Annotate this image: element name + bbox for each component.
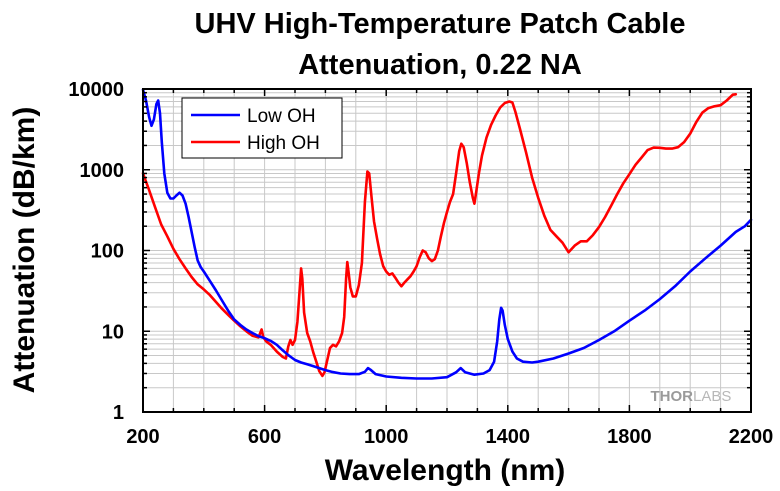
x-tick-label: 600 (248, 426, 281, 448)
series-line-low-oh (141, 88, 753, 380)
legend-label-high-oh: High OH (247, 133, 320, 154)
series-layer (141, 88, 753, 380)
y-tick-label: 1 (113, 402, 124, 424)
x-tick-label: 1000 (364, 426, 409, 448)
legend: Low OH High OH (181, 97, 343, 159)
chart-title-line-2: Attenuation, 0.22 NA (298, 49, 582, 81)
x-axis-title: Wavelength (nm) (325, 454, 566, 487)
x-tick-label: 1400 (486, 426, 531, 448)
legend-box (181, 97, 343, 159)
watermark-labs: LABS (693, 388, 731, 405)
chart-title-line-1: UHV High-Temperature Patch Cable (195, 8, 686, 40)
y-tick-label: 10 (102, 321, 124, 343)
y-axis-title: Attenuation (dB/km) (8, 107, 41, 394)
watermark-thor: THOR (651, 388, 694, 405)
y-tick-label: 10000 (68, 79, 124, 101)
tick-labels: 200 600 1000 1400 1800 2200 1 10 100 1000 10000 (68, 79, 773, 448)
y-tick-label: 100 (91, 241, 124, 263)
x-tick-label: 1800 (607, 426, 652, 448)
x-tick-label: 200 (126, 426, 159, 448)
y-tick-label: 1000 (80, 160, 125, 182)
series-line-high-oh (141, 93, 738, 378)
thorlabs-watermark: THOR LABS (651, 388, 732, 405)
x-tick-label: 2200 (729, 426, 774, 448)
legend-label-low-oh: Low OH (247, 106, 316, 127)
axis-ticks (142, 89, 752, 413)
